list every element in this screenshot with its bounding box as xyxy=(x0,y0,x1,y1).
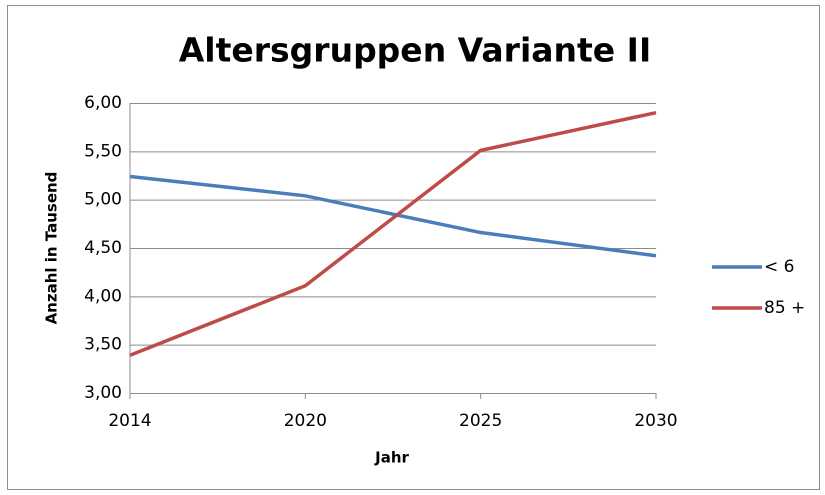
legend-label: < 6 xyxy=(764,257,794,277)
legend-label: 85 + xyxy=(764,298,805,318)
y-tick-label: 3,50 xyxy=(84,335,122,355)
series-line xyxy=(129,110,657,357)
series-line xyxy=(129,174,657,258)
y-axis-title: Anzahl in Tausend xyxy=(43,172,61,325)
y-tick-label: 4,00 xyxy=(84,286,122,306)
y-tick-label: 5,00 xyxy=(84,190,122,210)
y-tick-label: 4,50 xyxy=(84,238,122,258)
y-tick-label: 5,50 xyxy=(84,141,122,161)
x-tick-label: 2020 xyxy=(284,411,327,431)
x-tick-label: 2025 xyxy=(459,411,502,431)
y-tick-label: 6,00 xyxy=(84,93,122,113)
y-tick-label: 3,00 xyxy=(84,383,122,403)
x-axis-title: Jahr xyxy=(374,449,409,467)
chart-title: Altersgruppen Variante II xyxy=(179,31,651,70)
chart-border xyxy=(7,5,820,490)
x-tick-label: 2030 xyxy=(634,411,677,431)
x-tick-label: 2014 xyxy=(108,411,151,431)
